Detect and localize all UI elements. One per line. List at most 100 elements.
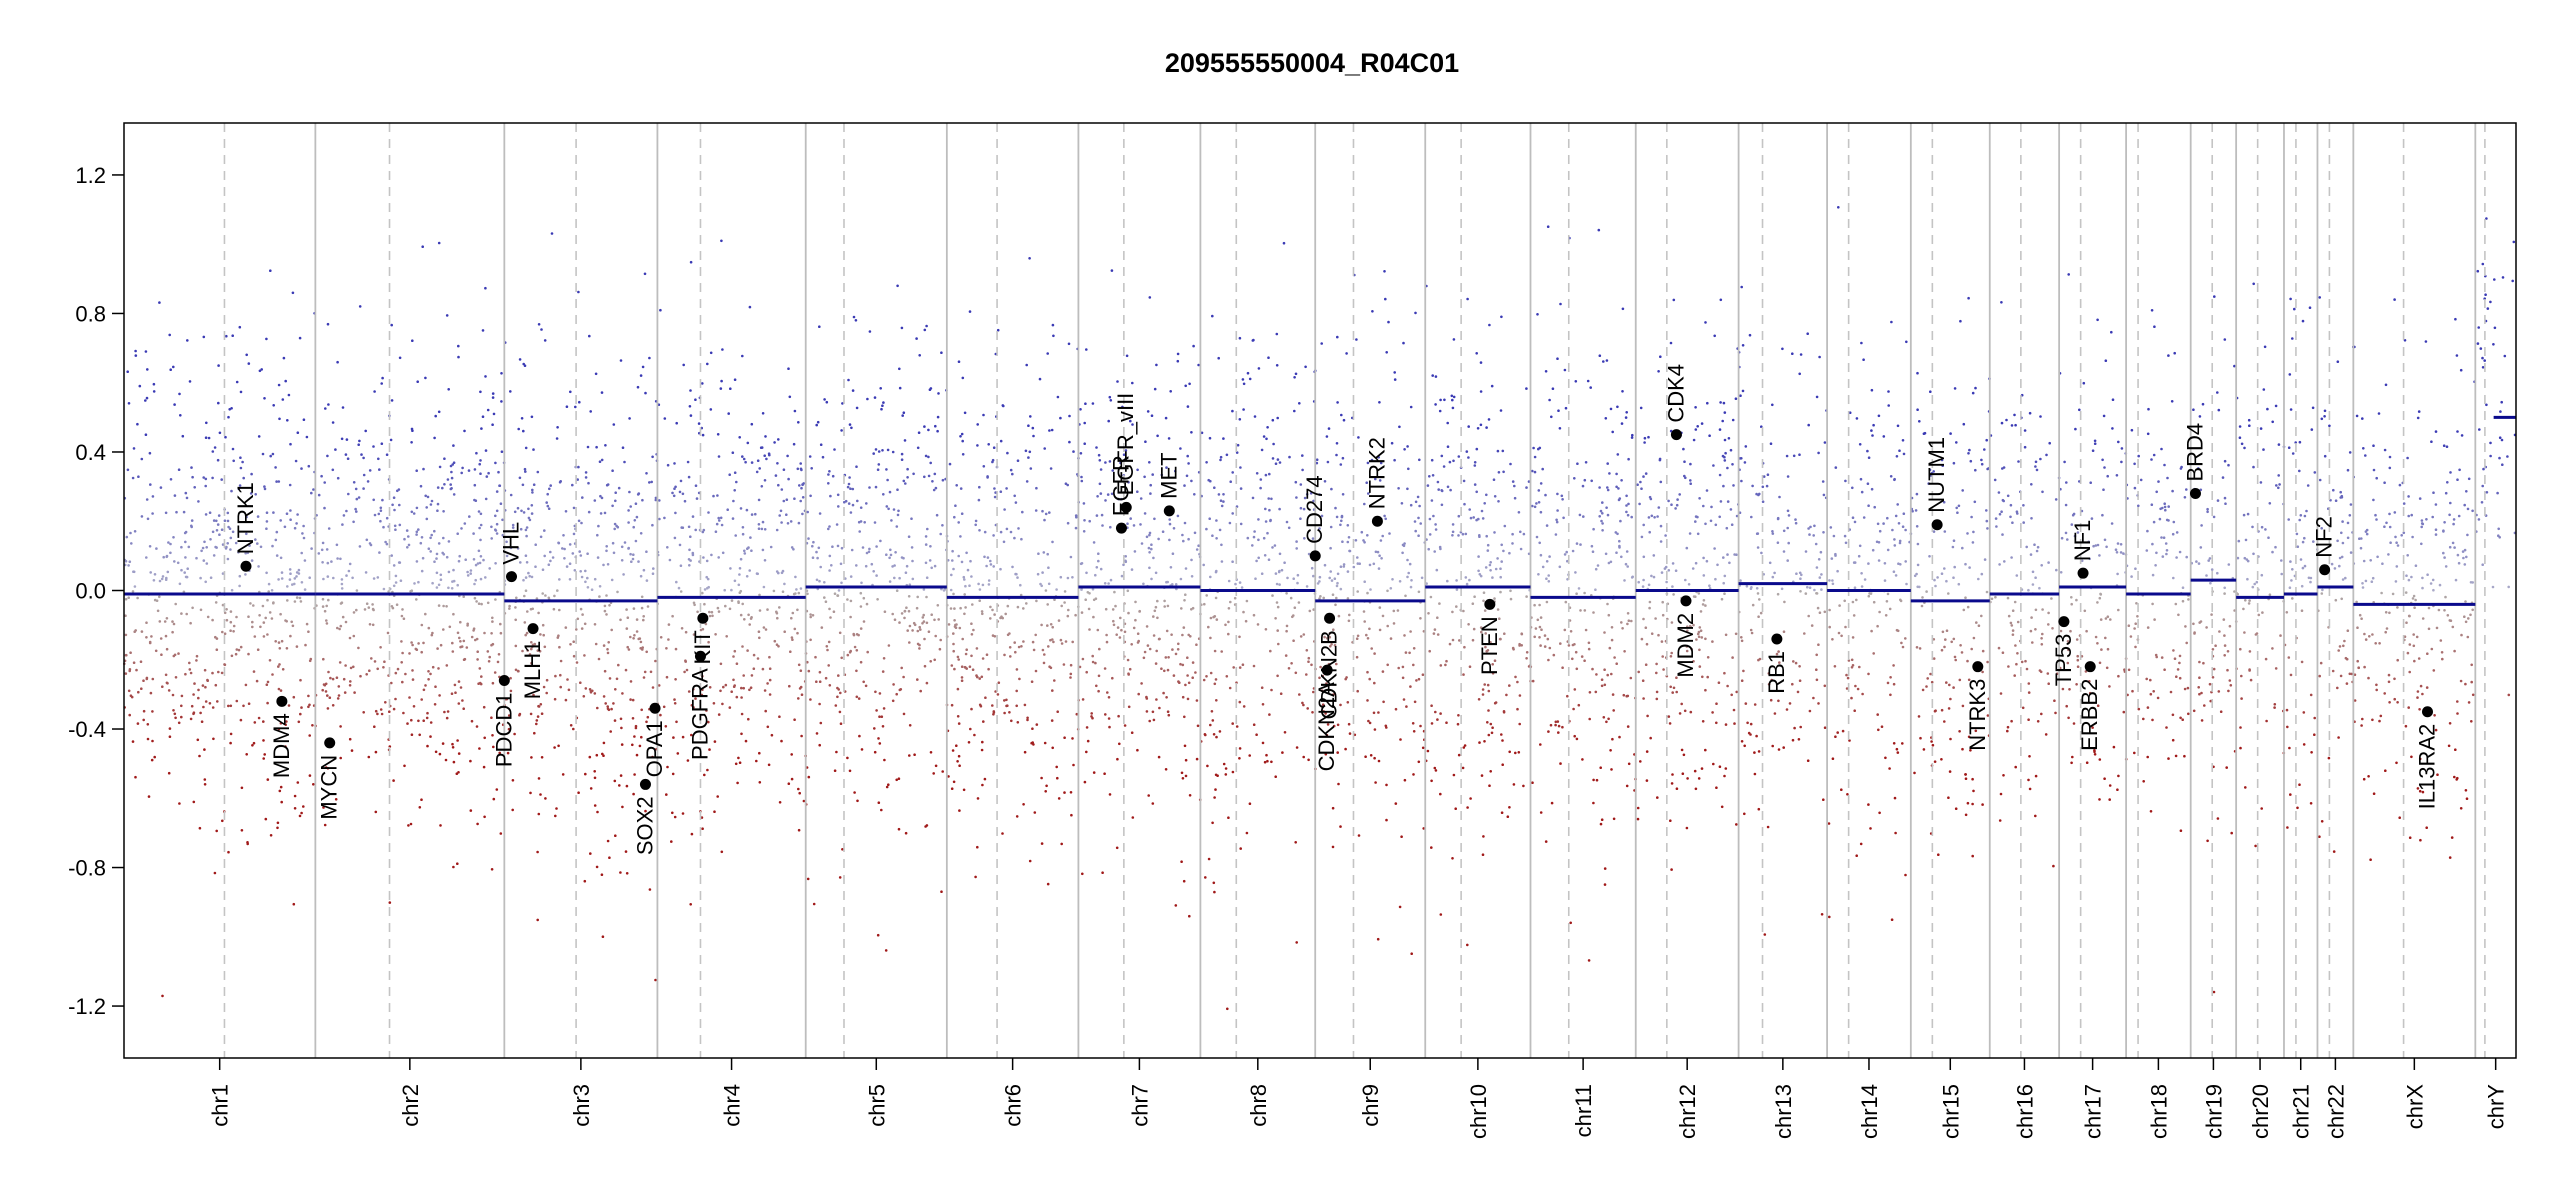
data-point xyxy=(1231,512,1234,515)
data-point xyxy=(367,755,371,759)
data-point xyxy=(749,686,753,689)
data-point xyxy=(275,480,278,483)
data-point xyxy=(536,649,540,652)
data-point xyxy=(136,722,140,725)
data-point xyxy=(1072,450,1075,453)
data-point xyxy=(1671,691,1674,694)
data-point xyxy=(1595,673,1598,676)
data-point xyxy=(748,569,751,572)
data-point xyxy=(654,498,658,502)
data-point xyxy=(1039,582,1042,586)
data-point xyxy=(190,466,193,469)
data-point xyxy=(1452,459,1455,463)
data-point xyxy=(365,602,369,605)
data-point xyxy=(681,492,685,496)
data-point xyxy=(1733,722,1736,725)
data-point xyxy=(1336,581,1339,585)
data-point xyxy=(1846,676,1850,680)
data-point xyxy=(710,610,714,614)
data-point xyxy=(532,693,535,697)
data-point xyxy=(199,608,203,612)
data-point xyxy=(1462,609,1465,613)
data-point xyxy=(1980,462,1984,466)
data-point xyxy=(1895,455,1899,458)
data-point xyxy=(457,559,461,563)
data-point xyxy=(1088,628,1091,631)
data-point xyxy=(2013,413,2016,417)
data-point xyxy=(1278,569,1281,573)
data-point xyxy=(1154,605,1158,609)
data-point xyxy=(1612,817,1616,821)
data-point xyxy=(1822,531,1825,534)
data-point xyxy=(847,502,851,505)
data-point xyxy=(1468,665,1472,668)
data-point xyxy=(724,604,727,608)
data-point xyxy=(937,392,940,395)
data-point xyxy=(546,492,549,496)
data-point xyxy=(1739,579,1742,582)
data-point xyxy=(632,525,635,529)
data-point xyxy=(1067,608,1070,612)
data-point xyxy=(1670,651,1673,655)
data-point xyxy=(1846,793,1849,796)
data-point xyxy=(1661,600,1664,604)
data-point xyxy=(1602,360,1605,363)
data-point xyxy=(2040,564,2043,567)
data-point xyxy=(1671,562,1675,565)
data-point xyxy=(394,574,398,578)
data-point xyxy=(907,609,911,613)
data-point xyxy=(1731,418,1735,422)
data-point xyxy=(868,547,871,551)
data-point xyxy=(1680,702,1683,706)
data-point xyxy=(626,616,630,619)
data-point xyxy=(411,429,414,433)
data-point xyxy=(320,548,324,552)
data-point xyxy=(1694,428,1698,431)
data-point xyxy=(1195,699,1199,702)
data-point xyxy=(921,616,925,619)
data-point xyxy=(612,551,616,555)
data-point xyxy=(1435,568,1439,572)
data-point xyxy=(1205,594,1208,597)
data-point xyxy=(733,684,736,687)
data-point xyxy=(1312,690,1315,694)
data-point xyxy=(1374,781,1377,784)
data-point xyxy=(635,753,639,757)
data-point xyxy=(284,723,288,726)
data-point xyxy=(132,570,136,574)
data-point xyxy=(1983,448,1986,451)
data-point xyxy=(481,329,485,332)
data-point xyxy=(1391,578,1394,581)
data-point xyxy=(1645,750,1649,753)
data-point xyxy=(1941,630,1945,634)
data-point xyxy=(957,722,961,725)
data-point xyxy=(1761,500,1765,504)
data-point xyxy=(1440,503,1444,507)
data-point xyxy=(508,607,511,610)
data-point xyxy=(1540,628,1543,631)
data-point xyxy=(1509,597,1513,601)
data-point xyxy=(1143,512,1147,515)
data-point xyxy=(1145,535,1149,539)
data-point xyxy=(941,524,944,527)
data-point xyxy=(855,406,859,410)
data-point xyxy=(336,697,340,700)
data-point xyxy=(2016,652,2019,655)
data-point xyxy=(1053,598,1056,601)
data-point xyxy=(1610,626,1614,629)
data-point xyxy=(1798,372,1801,376)
data-point xyxy=(1184,683,1187,687)
data-point xyxy=(1796,690,1800,694)
data-point xyxy=(1785,454,1789,458)
data-point xyxy=(172,654,176,658)
data-point xyxy=(372,498,376,502)
data-point xyxy=(1335,442,1339,445)
data-point xyxy=(1160,473,1164,477)
data-point xyxy=(1463,502,1466,506)
data-point xyxy=(239,466,243,470)
data-point xyxy=(1967,452,1970,455)
data-point xyxy=(381,498,384,502)
data-point xyxy=(1952,686,1955,689)
data-point xyxy=(1882,435,1886,438)
data-point xyxy=(1063,736,1066,739)
